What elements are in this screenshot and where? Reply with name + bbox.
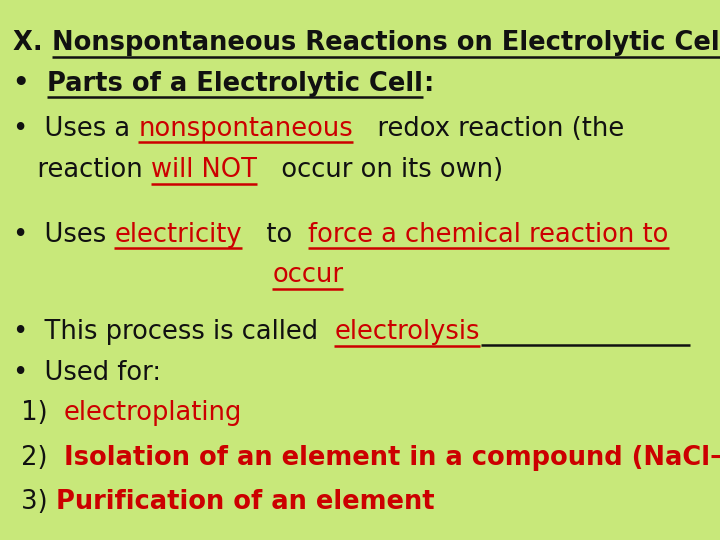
Text: reaction: reaction [13, 157, 150, 183]
Text: •  Uses: • Uses [13, 222, 114, 248]
Text: electrolysis: electrolysis [334, 319, 480, 345]
Text: •  Used for:: • Used for: [13, 360, 161, 386]
Text: 3): 3) [13, 489, 55, 515]
Text: redox reaction (the: redox reaction (the [353, 116, 624, 141]
Text: •: • [13, 71, 48, 97]
Text: X.: X. [13, 30, 52, 56]
Text: Parts of a Electrolytic Cell: Parts of a Electrolytic Cell [48, 71, 423, 97]
Text: electricity: electricity [114, 222, 242, 248]
Text: to: to [242, 222, 308, 248]
Text: nonspontaneous: nonspontaneous [138, 116, 353, 141]
Text: 1): 1) [13, 400, 64, 426]
Text: will NOT: will NOT [150, 157, 257, 183]
Text: force a chemical reaction to: force a chemical reaction to [308, 222, 669, 248]
Text: electroplating: electroplating [64, 400, 242, 426]
Text: occur: occur [272, 262, 343, 288]
Text: 2): 2) [13, 445, 63, 471]
Text: Purification of an element: Purification of an element [55, 489, 434, 515]
Text: occur on its own): occur on its own) [257, 157, 503, 183]
Text: •  Uses a: • Uses a [13, 116, 138, 141]
Text: Isolation of an element in a compound (NaCl→Na+Cl: Isolation of an element in a compound (N… [63, 445, 720, 471]
Text: •  This process is called: • This process is called [13, 319, 334, 345]
Text: :: : [423, 71, 433, 97]
Text: Nonspontaneous Reactions on Electrolytic Cells: Nonspontaneous Reactions on Electrolytic… [52, 30, 720, 56]
